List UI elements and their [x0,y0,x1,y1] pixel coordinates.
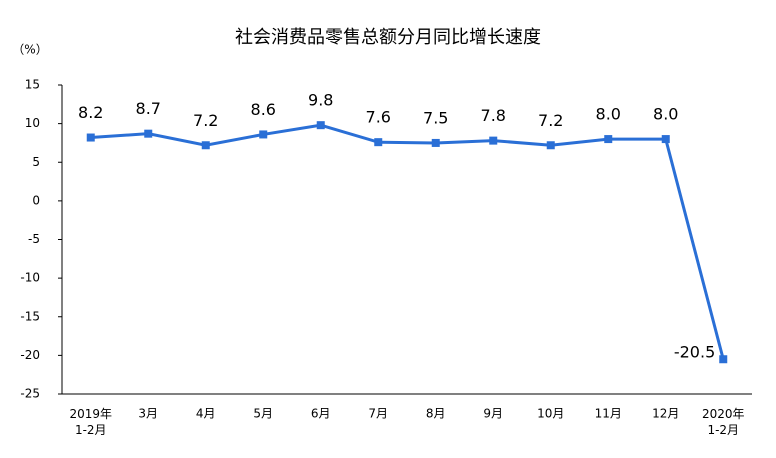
marker [661,135,670,144]
x-tick-label: 2020年 1-2月 [702,407,745,437]
marker [489,136,498,145]
x-tick-label: 11月 [595,407,622,421]
data-label: 8.0 [596,105,621,124]
data-label: -20.5 [674,343,715,362]
y-tick-label: 15 [25,78,40,92]
marker [201,141,210,150]
data-label: 7.8 [481,106,506,125]
data-label: 8.2 [78,103,103,122]
y-tick-label: 10 [25,116,40,130]
x-tick-label: 4月 [196,407,216,421]
y-tick-label: -25 [20,387,40,401]
x-tick-label: 12月 [652,407,679,421]
x-tick-label: 5月 [253,407,273,421]
marker [86,133,95,142]
marker [719,355,728,364]
y-tick-label: 5 [32,155,40,169]
marker [431,138,440,147]
x-tick-label: 9月 [483,407,503,421]
y-tick-label: 0 [32,193,40,207]
marker [604,135,613,144]
line [90,123,725,360]
x-tick-label: 2019年 1-2月 [69,407,112,437]
x-tick-label: 3月 [138,407,158,421]
y-tick-label: -15 [20,309,40,323]
data-label: 7.2 [538,111,563,130]
data-label: 8.0 [653,105,678,124]
data-label: 7.5 [423,108,448,127]
chart-title: 社会消费品零售总额分月同比增长速度 [235,27,541,48]
marker [144,129,153,138]
data-label: 7.6 [366,108,391,127]
x-tick-label: 7月 [368,407,388,421]
y-tick-label: -5 [28,232,40,246]
marker [546,141,555,150]
data-label: 8.7 [136,99,161,118]
marker [374,138,383,147]
x-tick-label: 6月 [311,407,331,421]
x-tick-label: 10月 [537,407,564,421]
y-axis-label: （%） [12,43,47,57]
x-tick-label: 8月 [426,407,446,421]
data-label: 9.8 [308,91,333,110]
marker [259,130,268,139]
y-tick-label: -10 [20,271,40,285]
data-label: 8.6 [251,100,276,119]
marker [316,121,325,130]
y-tick-label: -20 [20,348,40,362]
data-label: 7.2 [193,111,218,130]
